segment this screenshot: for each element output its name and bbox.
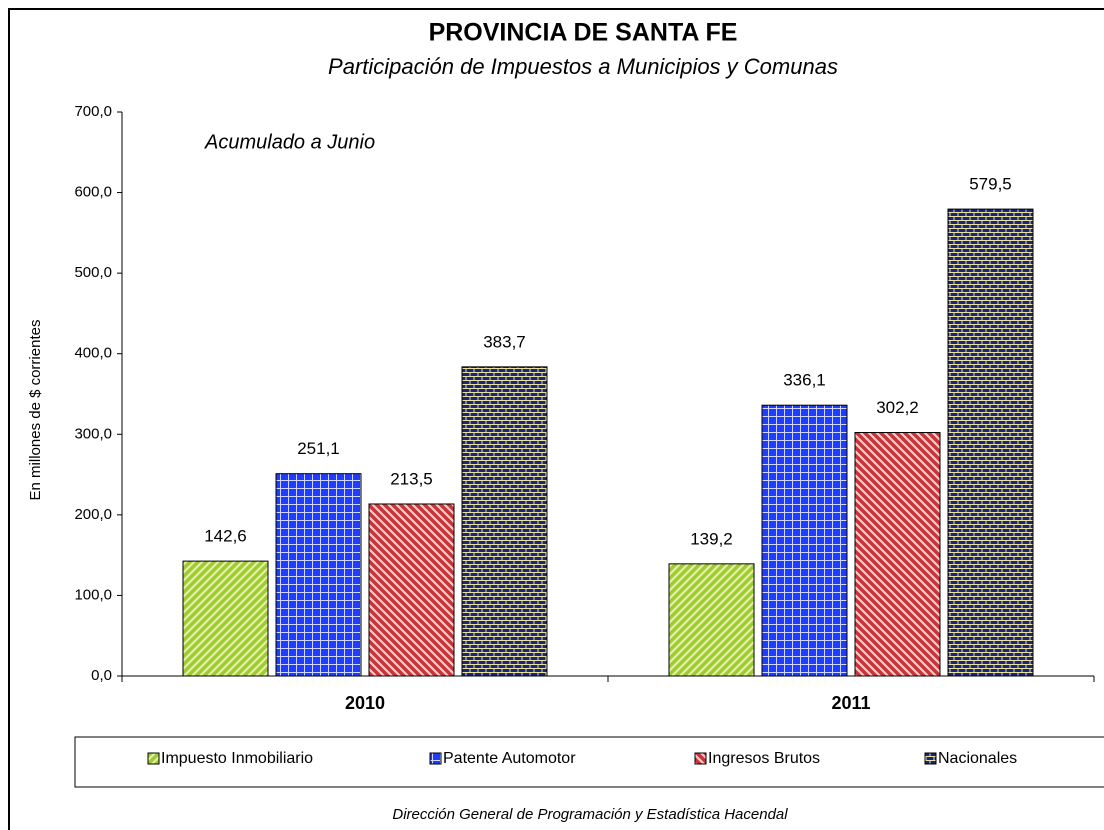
bar bbox=[368, 503, 455, 677]
legend-label: Impuesto Inmobiliario bbox=[161, 750, 313, 767]
y-tick-label: 300,0 bbox=[74, 425, 112, 442]
y-tick-label: 400,0 bbox=[74, 345, 112, 362]
bar bbox=[854, 432, 941, 677]
legend-label: Ingresos Brutos bbox=[708, 750, 820, 767]
value-label: 302,2 bbox=[876, 398, 919, 417]
bar bbox=[947, 208, 1034, 677]
legend-label: Patente Automotor bbox=[443, 750, 576, 767]
value-label: 251,1 bbox=[297, 439, 340, 458]
y-tick-label: 200,0 bbox=[74, 506, 112, 523]
value-label: 142,6 bbox=[204, 527, 247, 546]
bar bbox=[668, 563, 755, 677]
bar bbox=[182, 560, 269, 677]
source: Dirección General de Programación y Esta… bbox=[392, 806, 788, 823]
value-label: 383,7 bbox=[483, 332, 526, 351]
y-tick-label: 600,0 bbox=[74, 184, 112, 201]
value-label: 336,1 bbox=[783, 371, 826, 390]
y-tick-label: 500,0 bbox=[74, 264, 112, 281]
value-label: 579,5 bbox=[969, 175, 1012, 194]
y-tick-label: 700,0 bbox=[74, 103, 112, 120]
chart-subtitle: Participación de Impuestos a Municipios … bbox=[328, 54, 838, 79]
bar bbox=[275, 473, 362, 677]
legend-swatch bbox=[429, 752, 442, 765]
legend-label: Nacionales bbox=[938, 750, 1017, 767]
bar bbox=[761, 404, 848, 677]
value-label: 139,2 bbox=[690, 529, 733, 548]
y-axis-label: En millones de $ corrientes bbox=[27, 320, 44, 501]
legend-swatch bbox=[924, 752, 937, 765]
annotation: Acumulado a Junio bbox=[204, 131, 375, 153]
legend-swatch bbox=[694, 752, 707, 765]
frame bbox=[8, 8, 1104, 830]
bar bbox=[461, 366, 548, 677]
x-tick-label: 2011 bbox=[831, 693, 870, 713]
y-tick-label: 0,0 bbox=[91, 667, 112, 684]
y-tick-label: 100,0 bbox=[74, 586, 112, 603]
chart-title: PROVINCIA DE SANTA FE bbox=[429, 19, 738, 47]
legend-box bbox=[74, 736, 1104, 788]
legend-swatch bbox=[147, 752, 160, 765]
value-label: 213,5 bbox=[390, 469, 433, 488]
x-tick-label: 2010 bbox=[345, 693, 385, 713]
